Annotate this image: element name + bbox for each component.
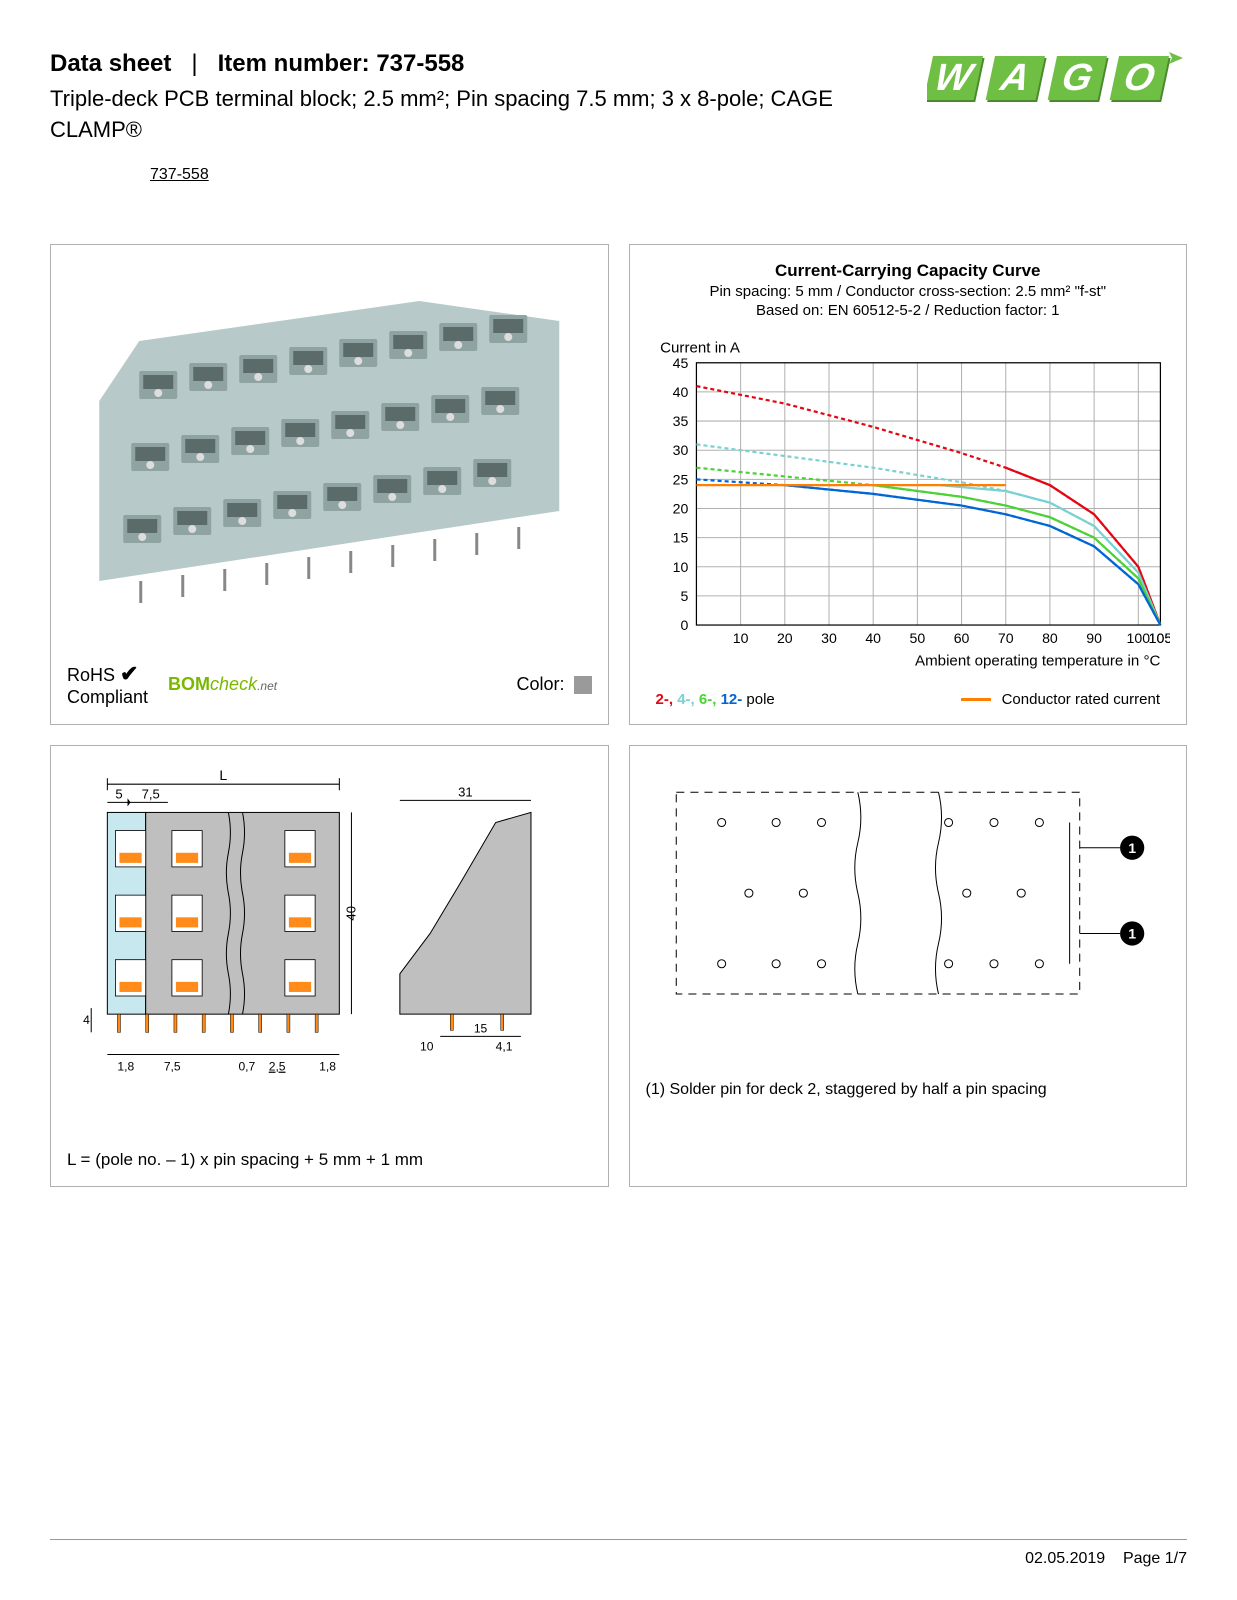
svg-text:20: 20 [776, 630, 792, 646]
legend-poles: 2-, 4-, 6-, 12- pole [656, 691, 775, 708]
color-label: Color: [516, 674, 564, 694]
svg-text:1: 1 [1128, 839, 1136, 855]
footer-page: Page 1/7 [1123, 1550, 1187, 1567]
svg-text:60: 60 [953, 630, 969, 646]
svg-text:7,5: 7,5 [142, 786, 160, 801]
title-separator: | [178, 50, 211, 77]
svg-text:35: 35 [672, 413, 688, 429]
svg-text:5: 5 [115, 786, 122, 801]
svg-text:90: 90 [1086, 630, 1102, 646]
svg-text:80: 80 [1042, 630, 1058, 646]
item-label: Item number: [218, 50, 370, 77]
svg-text:10: 10 [672, 558, 688, 574]
svg-text:2,5: 2,5 [269, 1059, 286, 1073]
part-number-link[interactable]: 737-558 [150, 166, 209, 184]
rohs-block: RoHS ✔ Compliant [67, 661, 148, 708]
product-description: Triple-deck PCB terminal block; 2.5 mm²;… [50, 84, 927, 146]
svg-text:L: L [219, 767, 227, 783]
svg-text:15: 15 [474, 1021, 488, 1035]
bom-mid: check [210, 674, 257, 694]
svg-text:105: 105 [1148, 630, 1170, 646]
product-render [67, 261, 592, 641]
color-indicator: Color: [516, 674, 591, 695]
svg-text:31: 31 [458, 784, 473, 799]
bomcheck-logo: BOMcheck.net [168, 674, 277, 695]
chart-plot-area: Current in A0510152025303540451020304050… [646, 329, 1171, 679]
chart-subtitle-2: Based on: EN 60512-5-2 / Reduction facto… [646, 302, 1171, 319]
title-line: Data sheet | Item number: 737-558 [50, 50, 927, 78]
wago-logo: WAGO [927, 50, 1187, 110]
content-grid: RoHS ✔ Compliant BOMcheck.net Color: Cur… [50, 244, 1187, 1187]
item-number: 737-558 [376, 50, 464, 77]
svg-text:30: 30 [672, 442, 688, 458]
legend-pole-12: 12- [721, 691, 743, 708]
svg-text:1,8: 1,8 [117, 1059, 134, 1073]
legend-pole-2: 2-, [656, 691, 678, 708]
svg-text:5: 5 [680, 588, 688, 604]
legend-rated: Conductor rated current [961, 691, 1160, 708]
color-swatch [574, 676, 592, 694]
svg-text:30: 30 [821, 630, 837, 646]
svg-text:50: 50 [909, 630, 925, 646]
svg-text:4: 4 [83, 1013, 90, 1027]
dimension-drawing-panel: L 5 7,5 40 1,8 7,5 0,7 2,5 1,8 4 31 15 10 4,1 L = (po… [50, 745, 609, 1187]
svg-text:45: 45 [672, 354, 688, 370]
bom-suffix: .net [257, 679, 277, 693]
svg-text:40: 40 [672, 384, 688, 400]
header-text: Data sheet | Item number: 737-558 Triple… [50, 50, 927, 184]
footer-date: 02.05.2019 [1025, 1550, 1105, 1567]
check-icon: ✔ [120, 661, 138, 686]
page-header: Data sheet | Item number: 737-558 Triple… [50, 50, 1187, 184]
legend-rated-label: Conductor rated current [1002, 691, 1160, 708]
svg-text:0: 0 [680, 617, 688, 633]
pin-layout-note: (1) Solder pin for deck 2, staggered by … [646, 1081, 1171, 1099]
doc-type: Data sheet [50, 50, 171, 77]
svg-text:20: 20 [672, 500, 688, 516]
rohs-label: RoHS [67, 665, 115, 685]
rohs-compliant: Compliant [67, 687, 148, 707]
svg-text:40: 40 [865, 630, 881, 646]
svg-text:7,5: 7,5 [164, 1059, 181, 1073]
svg-text:Ambient operating temperature: Ambient operating temperature in °C [915, 652, 1160, 669]
svg-text:10: 10 [732, 630, 748, 646]
chart-title: Current-Carrying Capacity Curve [646, 261, 1171, 281]
svg-text:40: 40 [343, 906, 358, 921]
pin-layout-drawing: 11 [646, 762, 1171, 1065]
page-footer: 02.05.2019 Page 1/7 [1025, 1550, 1187, 1568]
legend-pole-4: 4-, [677, 691, 699, 708]
capacity-curve-panel: Current-Carrying Capacity Curve Pin spac… [629, 244, 1188, 725]
pin-layout-panel: 11 (1) Solder pin for deck 2, staggered … [629, 745, 1188, 1187]
chart-legend: 2-, 4-, 6-, 12- pole Conductor rated cur… [646, 691, 1171, 708]
svg-text:4,1: 4,1 [496, 1039, 513, 1053]
svg-text:10: 10 [420, 1039, 434, 1053]
bom-prefix: BOM [168, 674, 210, 694]
legend-pole-6: 6-, [699, 691, 721, 708]
svg-text:25: 25 [672, 471, 688, 487]
svg-text:0,7: 0,7 [238, 1059, 255, 1073]
length-formula: L = (pole no. – 1) x pin spacing + 5 mm … [67, 1150, 592, 1170]
footer-rule [50, 1539, 1187, 1540]
compliance-row: RoHS ✔ Compliant BOMcheck.net Color: [67, 661, 592, 708]
svg-text:70: 70 [997, 630, 1013, 646]
svg-text:1,8: 1,8 [319, 1059, 336, 1073]
product-photo-panel: RoHS ✔ Compliant BOMcheck.net Color: [50, 244, 609, 725]
svg-text:100: 100 [1126, 630, 1150, 646]
dimension-drawing: L 5 7,5 40 1,8 7,5 0,7 2,5 1,8 4 31 15 10 4,1 [67, 762, 592, 1125]
compliance-left: RoHS ✔ Compliant BOMcheck.net [67, 661, 277, 708]
svg-text:15: 15 [672, 529, 688, 545]
legend-rated-line-icon [961, 698, 991, 701]
legend-pole-suffix: pole [742, 691, 775, 708]
chart-subtitle-1: Pin spacing: 5 mm / Conductor cross-sect… [646, 283, 1171, 300]
svg-text:1: 1 [1128, 925, 1136, 941]
